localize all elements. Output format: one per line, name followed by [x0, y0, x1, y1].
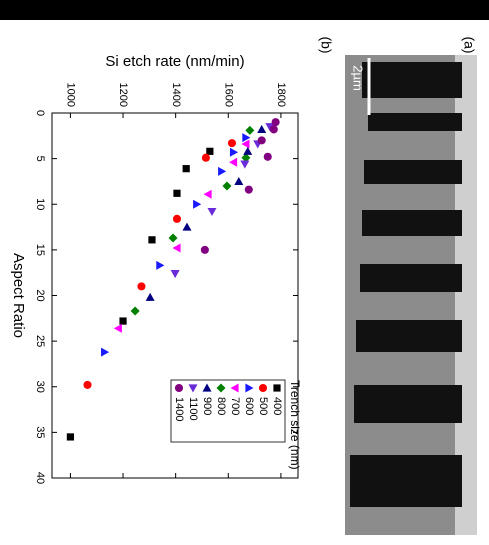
point: [229, 147, 239, 157]
point: [240, 160, 250, 169]
point: [206, 147, 214, 155]
point: [156, 260, 165, 270]
point: [227, 139, 237, 148]
y-tick-label: 1600: [222, 83, 234, 107]
point: [182, 222, 192, 231]
y-tick-label: 1800: [275, 83, 287, 107]
panel-label: (b): [318, 36, 334, 53]
x-tick-label: 20: [34, 289, 46, 301]
legend-marker: [188, 384, 198, 393]
legend-label: 400: [271, 397, 283, 415]
legend-label: 1400: [173, 397, 185, 421]
legend-label: 700: [229, 397, 241, 415]
legend-marker: [202, 383, 212, 392]
point: [207, 207, 217, 217]
point: [263, 152, 272, 161]
x-tick-label: 15: [34, 244, 46, 256]
legend-label: 900: [201, 397, 213, 415]
point: [229, 157, 238, 167]
point: [148, 236, 156, 244]
point: [130, 306, 140, 316]
point: [172, 243, 181, 253]
x-tick-label: 25: [34, 335, 46, 347]
y-tick-label: 1200: [117, 83, 129, 107]
point: [101, 347, 110, 357]
point: [182, 165, 190, 173]
legend-marker: [258, 383, 268, 393]
panel-label: (a): [461, 36, 477, 53]
scale-bar-label: 2µm: [351, 65, 366, 91]
legend-label: 500: [257, 397, 269, 415]
point: [170, 270, 180, 279]
point: [257, 124, 267, 134]
point: [241, 139, 250, 149]
point: [265, 123, 275, 132]
x-tick-label: 30: [34, 381, 46, 393]
point: [193, 199, 202, 209]
legend-label: 1100: [187, 397, 199, 421]
x-tick-label: 5: [34, 156, 46, 162]
point: [201, 153, 210, 162]
y-tick-label: 1400: [170, 83, 182, 107]
legend-box: [170, 379, 286, 443]
sem-image: 2µm: [345, 55, 477, 535]
plot: 0 5 10 15 20 25 30 35 40 1000 1200 1400 1600 1800 Aspe…: [10, 53, 302, 484]
point: [113, 323, 122, 333]
x-axis-title: Aspect Ratio: [10, 253, 27, 338]
point: [203, 189, 212, 199]
point: [271, 118, 280, 127]
legend-title: Trench size (nm): [288, 380, 302, 470]
y-tick-label: 1000: [65, 83, 77, 107]
legend-marker: [230, 383, 239, 393]
point: [243, 146, 253, 155]
point: [172, 214, 182, 223]
point: [245, 125, 255, 135]
x-tick-label: 35: [34, 426, 46, 438]
point: [173, 189, 181, 197]
x-tick-label: 10: [34, 198, 46, 210]
point: [222, 181, 232, 191]
point: [168, 233, 178, 243]
legend-label: 800: [215, 397, 227, 415]
legend-marker: [174, 383, 184, 393]
legend-label: 600: [243, 397, 255, 415]
point: [137, 282, 146, 291]
point: [269, 125, 278, 134]
point: [242, 133, 251, 143]
point: [200, 245, 209, 254]
point: [218, 166, 227, 176]
point: [119, 317, 127, 325]
y-axis-title: Si etch rate (nm/min): [105, 53, 244, 70]
x-tick-label: 40: [34, 472, 46, 484]
legend-marker: [245, 383, 254, 393]
point: [234, 176, 244, 186]
point: [66, 433, 75, 441]
point: [244, 185, 253, 194]
point: [257, 136, 266, 145]
top-bar: [0, 0, 489, 20]
point: [145, 292, 155, 301]
x-tick-label: 0: [34, 110, 46, 116]
legend-marker: [216, 383, 226, 393]
legend-marker: [273, 384, 281, 392]
point: [83, 380, 92, 389]
